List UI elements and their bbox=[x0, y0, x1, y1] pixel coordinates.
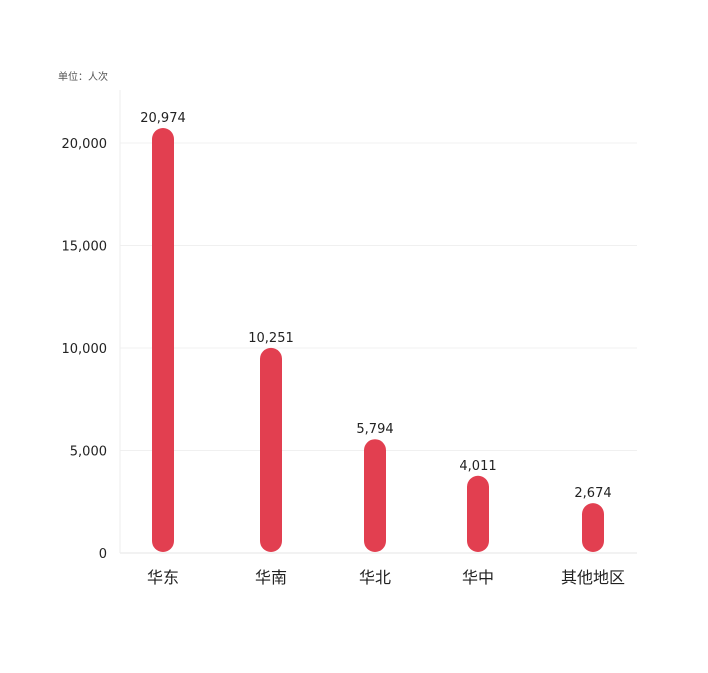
unit-label: 单位：人次 bbox=[58, 72, 108, 83]
bar bbox=[467, 475, 489, 552]
data-label: 20,974 bbox=[140, 111, 186, 126]
y-tick-label: 5,000 bbox=[70, 445, 107, 460]
x-tick-label: 华中 bbox=[462, 568, 494, 587]
data-label: 4,011 bbox=[459, 459, 496, 474]
y-tick-label: 0 bbox=[99, 547, 107, 562]
y-tick-label: 10,000 bbox=[62, 342, 108, 357]
data-label: 10,251 bbox=[248, 331, 294, 346]
x-tick-label: 其他地区 bbox=[561, 568, 625, 587]
x-tick-label: 华北 bbox=[359, 568, 391, 587]
y-tick-label: 15,000 bbox=[62, 240, 108, 255]
bar bbox=[364, 439, 386, 552]
bar bbox=[152, 128, 174, 552]
bar bbox=[260, 347, 282, 552]
y-tick-label: 20,000 bbox=[62, 137, 108, 152]
bar bbox=[582, 503, 604, 552]
data-label: 2,674 bbox=[574, 486, 611, 501]
data-label: 5,794 bbox=[356, 422, 393, 437]
x-tick-label: 华南 bbox=[255, 568, 287, 587]
x-tick-label: 华东 bbox=[147, 568, 179, 587]
